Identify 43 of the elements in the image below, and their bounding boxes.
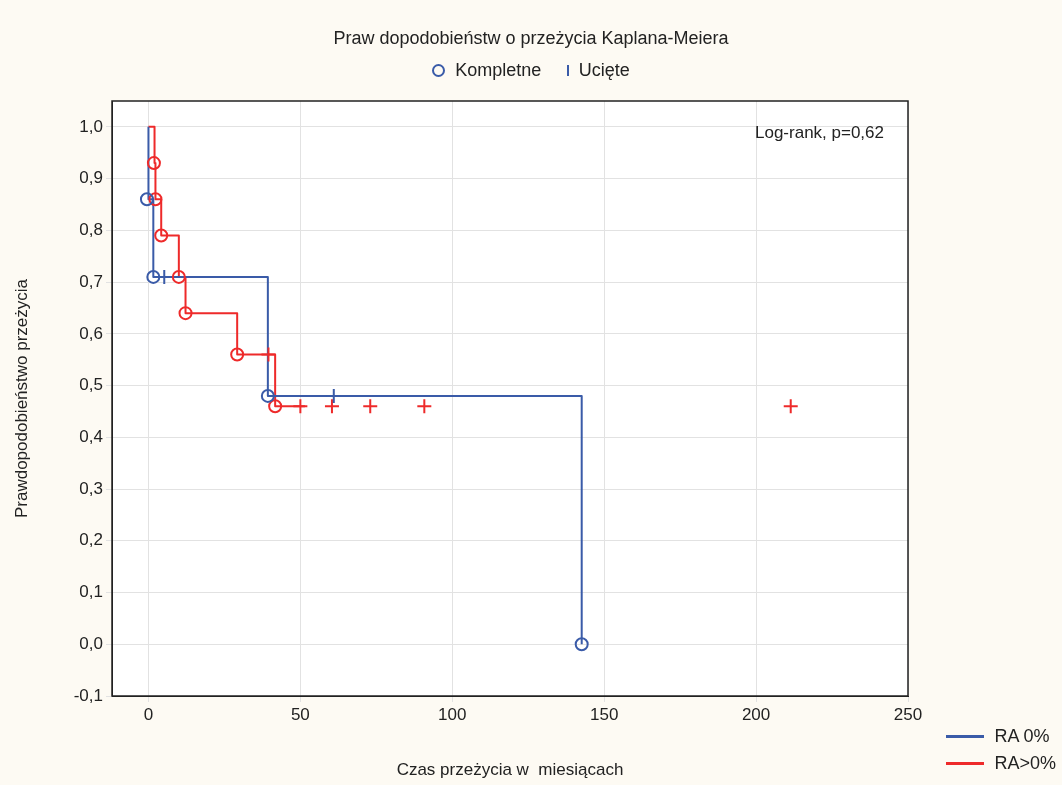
y-tick-label: 0,2: [79, 530, 103, 550]
point: [260, 388, 275, 403]
y-tick-label: 0,6: [79, 323, 103, 343]
y-tick-label: 0,5: [79, 375, 103, 395]
x-tick-label: 50: [290, 704, 310, 724]
y-axis-title: Prawdopodobieństwo przeżycia: [11, 278, 31, 519]
text: Kompletne: [455, 60, 542, 81]
x-axis-title: Czas przeżycia w miesiącach: [396, 760, 624, 780]
y-tick-label: 0,8: [79, 220, 103, 240]
x-tick-label: 250: [893, 704, 923, 724]
annotation: Log-rank, p=0,62: [754, 123, 884, 143]
point: [323, 398, 340, 415]
point: [230, 347, 245, 362]
point: [362, 398, 379, 415]
point: [416, 398, 433, 415]
point: [292, 398, 309, 415]
y-tick-label: 0,0: [79, 633, 103, 653]
x-tick-label: 150: [590, 704, 619, 724]
x-tick-label: 100: [438, 704, 467, 724]
y-tick-label: 0,9: [79, 168, 103, 188]
point: [260, 346, 277, 363]
text: Ucięte: [578, 60, 630, 81]
y-tick-label: 0,1: [79, 582, 103, 602]
point: [171, 269, 186, 284]
y-tick-label: -0,1: [73, 685, 103, 705]
point: [148, 192, 163, 207]
point: [146, 269, 161, 284]
y-tick-label: 1,0: [79, 116, 103, 136]
legend-label: RA 0%: [994, 726, 1050, 747]
point: [782, 398, 799, 415]
point: [178, 306, 193, 321]
chart-title: Praw dopodobieństw o przeżycia Kaplana-Meiera: [332, 28, 730, 49]
x-tick-label: 0: [143, 704, 154, 724]
point: [154, 228, 169, 243]
y-tick-label: 0,3: [79, 478, 103, 498]
y-tick-label: 0,4: [79, 426, 103, 446]
x-tick-label: 200: [741, 704, 771, 724]
y-tick-label: 0,7: [79, 271, 103, 291]
point: [139, 192, 154, 207]
point: [574, 637, 589, 652]
legend-label: RA>0%: [994, 753, 1056, 774]
point: [146, 156, 161, 171]
point: [268, 399, 283, 414]
